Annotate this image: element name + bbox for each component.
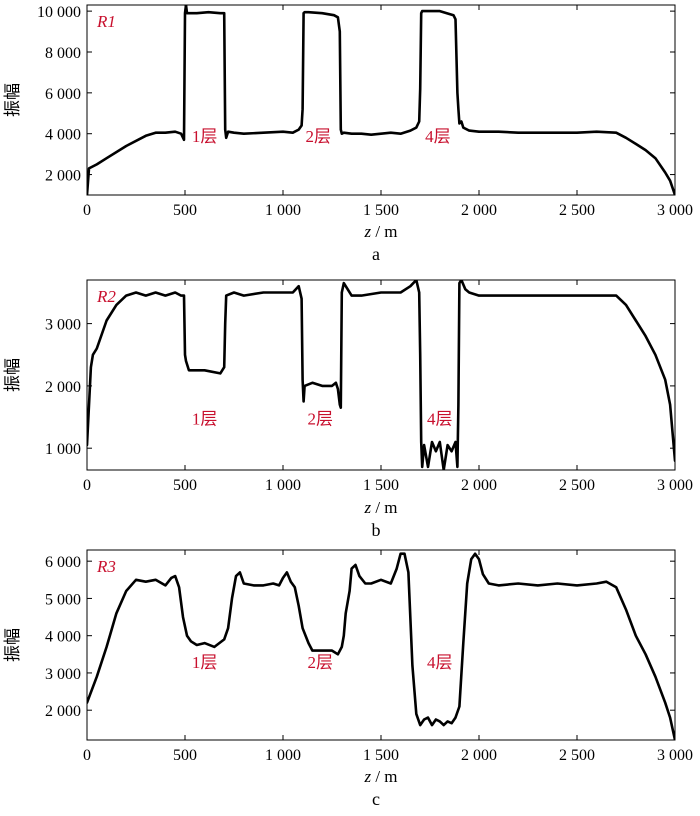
plot-frame bbox=[86, 279, 676, 471]
panel-label: b bbox=[372, 520, 381, 540]
x-tick-label: 3 000 bbox=[657, 747, 693, 764]
layer-annotation: 4层 bbox=[427, 409, 453, 428]
y-tick-label: 4 000 bbox=[45, 629, 81, 646]
y-tick-label: 8 000 bbox=[45, 45, 81, 62]
plot-frame bbox=[86, 4, 676, 196]
chart-panel-a: 0 500 1 000 1 500 2 000 2 500 3 000 2 000 4 000 6… bbox=[3, 4, 693, 264]
x-tick-label: 2 000 bbox=[461, 202, 497, 219]
series-tag: R3 bbox=[96, 557, 116, 576]
x-tick-label: 500 bbox=[173, 477, 197, 494]
x-axis-title-unit: / m bbox=[371, 222, 397, 241]
y-axis-title: 振幅 bbox=[3, 358, 22, 392]
x-tick-label: 1 000 bbox=[265, 202, 301, 219]
x-tick-label: 0 bbox=[83, 747, 91, 764]
panel-label: c bbox=[372, 789, 380, 809]
x-axis-title-var: z bbox=[363, 767, 371, 786]
layer-annotation: 2层 bbox=[307, 409, 333, 428]
y-tick-label: 5 000 bbox=[45, 591, 81, 608]
x-tick-label: 2 000 bbox=[461, 477, 497, 494]
chart-panel-b: 0 500 1 000 1 500 2 000 2 500 3 000 1 000 2 000 3… bbox=[3, 279, 693, 540]
series-line bbox=[87, 552, 675, 740]
layer-annotation: 4层 bbox=[427, 653, 453, 672]
y-tick-label: 4 000 bbox=[45, 127, 81, 144]
y-axis-title: 振幅 bbox=[3, 83, 22, 117]
series-tag: R2 bbox=[96, 287, 116, 306]
layer-annotation: 1层 bbox=[192, 127, 218, 146]
y-tick-label: 3 000 bbox=[45, 666, 81, 683]
x-tick-label: 1 000 bbox=[265, 747, 301, 764]
x-tick-label: 2 500 bbox=[559, 747, 595, 764]
y-axis-title: 振幅 bbox=[3, 628, 22, 662]
layer-annotation: 1层 bbox=[192, 653, 218, 672]
x-axis-title-var: z bbox=[363, 222, 371, 241]
series-line bbox=[87, 5, 675, 195]
x-tick-label: 1 500 bbox=[363, 202, 399, 219]
layer-annotation: 1层 bbox=[192, 409, 218, 428]
x-axis-title-unit: / m bbox=[371, 767, 397, 786]
x-axis-title: z / m bbox=[363, 498, 397, 517]
y-tick-label: 6 000 bbox=[45, 86, 81, 103]
layer-annotation: 4层 bbox=[425, 127, 451, 146]
x-tick-label: 1 500 bbox=[363, 477, 399, 494]
x-tick-label: 0 bbox=[83, 202, 91, 219]
series-line bbox=[87, 280, 675, 470]
x-tick-label: 3 000 bbox=[657, 477, 693, 494]
x-tick-label: 2 500 bbox=[559, 477, 595, 494]
y-tick-label: 6 000 bbox=[45, 554, 81, 571]
x-tick-label: 2 000 bbox=[461, 747, 497, 764]
x-tick-label: 1 000 bbox=[265, 477, 301, 494]
x-axis-title: z / m bbox=[363, 767, 397, 786]
y-tick-label: 10 000 bbox=[37, 4, 81, 21]
y-tick-label: 2 000 bbox=[45, 379, 81, 396]
layer-annotation: 2层 bbox=[306, 127, 332, 146]
x-axis-title: z / m bbox=[363, 222, 397, 241]
x-axis-title-var: z bbox=[363, 498, 371, 517]
x-tick-label: 0 bbox=[83, 477, 91, 494]
y-tick-label: 3 000 bbox=[45, 317, 81, 334]
x-tick-label: 500 bbox=[173, 202, 197, 219]
x-tick-label: 3 000 bbox=[657, 202, 693, 219]
x-tick-label: 1 500 bbox=[363, 747, 399, 764]
chart-panel-c: 0 500 1 000 1 500 2 000 2 500 3 000 2 000 3 000 4… bbox=[3, 549, 693, 809]
y-tick-label: 2 000 bbox=[45, 703, 81, 720]
y-tick-label: 1 000 bbox=[45, 441, 81, 458]
x-axis-title-unit: / m bbox=[371, 498, 397, 517]
x-tick-label: 500 bbox=[173, 747, 197, 764]
layer-annotation: 2层 bbox=[307, 653, 333, 672]
y-tick-label: 2 000 bbox=[45, 168, 81, 185]
x-tick-label: 2 500 bbox=[559, 202, 595, 219]
panel-label: a bbox=[372, 244, 380, 264]
series-tag: R1 bbox=[96, 12, 116, 31]
